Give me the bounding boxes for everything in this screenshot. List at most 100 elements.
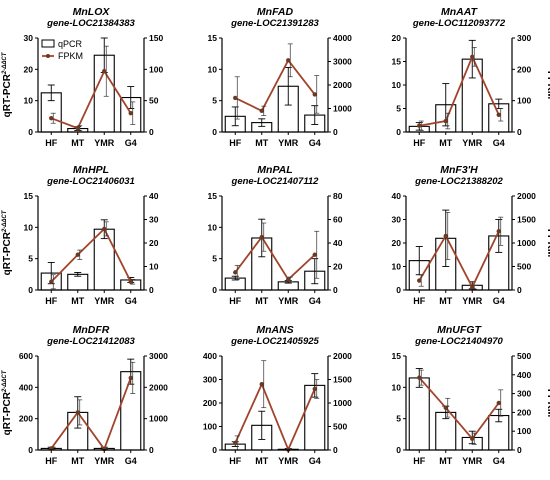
left-tick-label: 5 <box>212 254 217 264</box>
x-tick-label: YMR <box>462 138 483 148</box>
left-tick-label: 600 <box>19 351 33 361</box>
fpkm-point-G4 <box>496 400 501 406</box>
chart-title: MnANS <box>256 324 293 336</box>
fpkm-point-MT <box>259 108 264 114</box>
right-tick-label: 0 <box>333 445 338 455</box>
left-tick-label: 10 <box>392 80 402 90</box>
right-tick-label: 100 <box>517 96 531 106</box>
right-tick-label: 2000 <box>333 80 352 90</box>
chart-subtitle: gene-LOC21405925 <box>230 336 319 347</box>
chart-subtitle: gene-LOC21412083 <box>46 336 135 347</box>
left-tick-label: 200 <box>19 414 33 424</box>
chart-title: MnAAT <box>441 6 479 18</box>
left-tick-label: 0 <box>396 285 401 295</box>
left-tick-label: 0 <box>28 285 33 295</box>
left-tick-label: 5 <box>396 104 401 114</box>
fpkm-line <box>50 69 132 130</box>
fpkm-point-MT <box>75 410 80 415</box>
fpkm-point-HF <box>233 95 238 101</box>
x-tick-label: MT <box>71 456 84 466</box>
x-tick-label: YMR <box>94 138 115 148</box>
right-tick-label: 10 <box>149 262 159 272</box>
right-tick-label: 0 <box>333 127 338 137</box>
fpkm-point-G4 <box>312 92 317 97</box>
fpkm-point-HF <box>417 123 422 128</box>
right-tick-label: 500 <box>517 351 531 361</box>
left-tick-label: 10 <box>392 382 402 392</box>
left-tick-label: 0 <box>396 445 401 455</box>
bar-HF <box>408 377 430 451</box>
bar-MT <box>67 273 89 291</box>
right-tick-label: 400 <box>517 370 531 380</box>
right-axis-label: FPKM <box>545 389 550 417</box>
chart-legend: qPCR FPKM <box>41 39 83 61</box>
fpkm-line <box>50 377 132 451</box>
x-tick-label: YMR <box>462 456 483 466</box>
left-tick-label: 10 <box>208 222 218 232</box>
fpkm-point-YMR <box>470 436 475 441</box>
x-tick-label: YMR <box>94 456 115 466</box>
chart-subtitle: gene-LOC112093772 <box>412 18 506 29</box>
left-tick-label: 400 <box>203 351 217 361</box>
left-axis-label: qRT-PCR2-ΔΔCT <box>2 369 13 435</box>
x-tick-label: G4 <box>493 296 505 306</box>
x-tick-label: G4 <box>309 138 321 148</box>
right-tick-label: 3000 <box>149 351 168 361</box>
x-tick-label: HF <box>229 138 241 148</box>
fpkm-point-YMR <box>286 58 291 63</box>
x-tick-label: YMR <box>278 138 299 148</box>
fpkm-point-G4 <box>128 375 133 381</box>
x-tick-label: G4 <box>309 296 321 306</box>
x-tick-label: HF <box>229 456 241 466</box>
fpkm-point-HF <box>417 375 422 380</box>
fpkm-point-G4 <box>496 112 501 117</box>
x-tick-label: HF <box>229 296 241 306</box>
fpkm-point-MT <box>443 405 448 410</box>
chart-title: MnPAL <box>257 164 292 176</box>
fpkm-point-G4 <box>312 386 317 392</box>
right-tick-label: 500 <box>333 422 347 432</box>
legend-label-qpcr: qPCR <box>58 39 83 49</box>
x-tick-label: HF <box>45 296 57 306</box>
left-tick-label: 40 <box>392 191 402 201</box>
right-tick-label: 0 <box>149 285 154 295</box>
left-tick-label: 0 <box>212 285 217 295</box>
left-tick-label: 15 <box>208 33 218 43</box>
right-tick-label: 1000 <box>333 104 352 114</box>
right-axis-label: FPKM <box>545 71 550 99</box>
right-tick-label: 300 <box>517 33 531 43</box>
chart-title: MnHPL <box>73 164 109 176</box>
right-tick-label: 60 <box>333 215 343 225</box>
left-axis-label-superscript: 2-ΔΔCT <box>2 51 8 75</box>
left-tick-label: 0 <box>212 445 217 455</box>
fpkm-point-HF <box>417 278 422 283</box>
left-tick-label: 0 <box>28 127 33 137</box>
fpkm-point-HF <box>49 116 54 121</box>
right-tick-label: 0 <box>517 127 522 137</box>
right-tick-label: 2000 <box>333 351 352 361</box>
right-tick-label: 500 <box>517 262 531 272</box>
right-tick-label: 200 <box>517 64 531 74</box>
left-tick-label: 5 <box>28 254 33 264</box>
right-tick-label: 1000 <box>517 238 536 248</box>
fpkm-point-YMR <box>470 54 475 59</box>
right-tick-label: 100 <box>517 426 531 436</box>
x-tick-label: MT <box>71 138 84 148</box>
left-tick-label: 15 <box>24 191 34 201</box>
right-tick-label: 20 <box>149 238 159 248</box>
right-tick-label: 4000 <box>333 33 352 43</box>
chart-subtitle: gene-LOC21388202 <box>414 176 503 187</box>
left-axis-label-superscript: 2-ΔΔCT <box>2 209 8 233</box>
right-tick-label: 0 <box>149 127 154 137</box>
x-tick-label: MT <box>255 138 268 148</box>
chart-subtitle: gene-LOC21391283 <box>230 18 319 29</box>
x-tick-label: YMR <box>94 296 115 306</box>
fpkm-point-MT <box>443 233 448 239</box>
x-tick-label: MT <box>255 456 268 466</box>
chart-title: MnF3'H <box>440 164 478 176</box>
